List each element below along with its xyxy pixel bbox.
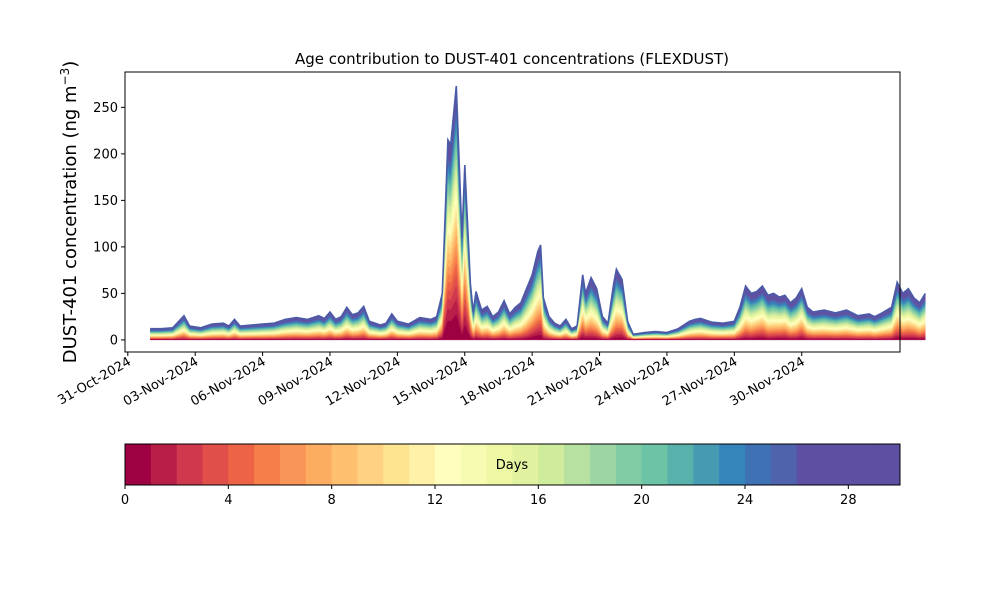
colorbar-tick-label: 8 [328,493,336,508]
colorbar-segment-9 [357,444,384,485]
colorbar-segment-15 [512,444,539,485]
colorbar-segment-26 [796,444,823,485]
y-tick-label: 250 [93,101,118,116]
x-axis-ticks: 31-Oct-202403-Nov-202406-Nov-202409-Nov-… [55,352,808,409]
colorbar-segment-11 [409,444,436,485]
x-tick-label: 21-Nov-2024 [525,354,605,409]
colorbar-segment-25 [770,444,798,485]
y-tick-label: 100 [93,240,118,255]
colorbar-frame [124,443,901,486]
colorbar-segment-0 [125,444,152,485]
colorbar-segment-23 [719,444,746,485]
stacked-area-plot [150,85,926,341]
y-axis-ticks: 0 50 100 150 200 250 [93,101,125,348]
colorbar-segment-27 [822,444,849,485]
colorbar-segment-7 [305,444,333,485]
x-tick-label: 27-Nov-2024 [660,354,740,409]
colorbar-ticks: 0 4 8 12 16 20 24 28 [121,485,857,508]
age-class-area-0 [150,313,926,341]
total-concentration-line [150,85,926,336]
colorbar-segment-8 [331,444,358,485]
colorbar-tick-label: 20 [633,493,650,508]
x-tick-label: 30-Nov-2024 [727,354,807,409]
colorbar-segment-17 [564,444,591,485]
plot-frame [124,71,901,353]
colorbar-segment-28 [848,444,875,485]
colorbar [125,444,901,485]
colorbar-segment-5 [254,444,281,485]
colorbar-tick-label: 16 [530,493,547,508]
colorbar-segment-1 [150,444,178,485]
colorbar-segment-4 [228,444,255,485]
colorbar-segment-21 [667,444,694,485]
y-tick-label: 150 [93,194,118,209]
x-tick-label: 18-Nov-2024 [458,354,538,409]
colorbar-segment-18 [590,444,617,485]
colorbar-tick-label: 0 [121,493,129,508]
y-tick-label: 0 [110,333,118,348]
colorbar-segment-10 [383,444,410,485]
colorbar-segment-29 [874,444,901,485]
y-tick-label: 50 [101,287,118,302]
x-tick-label: 12-Nov-2024 [323,354,403,409]
colorbar-segment-22 [693,444,720,485]
colorbar-segment-6 [280,444,307,485]
colorbar-segment-20 [641,444,668,485]
colorbar-label: Days [496,458,529,473]
colorbar-segment-14 [486,444,513,485]
chart-title: Age contribution to DUST-401 concentrati… [295,50,729,68]
colorbar-tick-label: 12 [427,493,444,508]
x-tick-label: 09-Nov-2024 [256,354,336,409]
colorbar-segment-12 [435,444,462,485]
y-tick-label: 200 [93,147,118,162]
colorbar-segment-3 [202,444,229,485]
y-axis-label: DUST-401 concentration (ng m−3) [58,61,81,364]
x-tick-label: 15-Nov-2024 [390,354,470,409]
colorbar-segment-19 [615,444,643,485]
colorbar-segment-16 [538,444,565,485]
colorbar-segment-13 [460,444,488,485]
x-tick-label: 03-Nov-2024 [121,354,201,409]
colorbar-tick-label: 24 [737,493,754,508]
x-tick-label: 24-Nov-2024 [593,354,673,409]
x-tick-label: 06-Nov-2024 [188,354,268,409]
colorbar-tick-label: 4 [224,493,232,508]
colorbar-segment-24 [745,444,772,485]
colorbar-segment-2 [176,444,203,485]
colorbar-tick-label: 28 [840,493,857,508]
